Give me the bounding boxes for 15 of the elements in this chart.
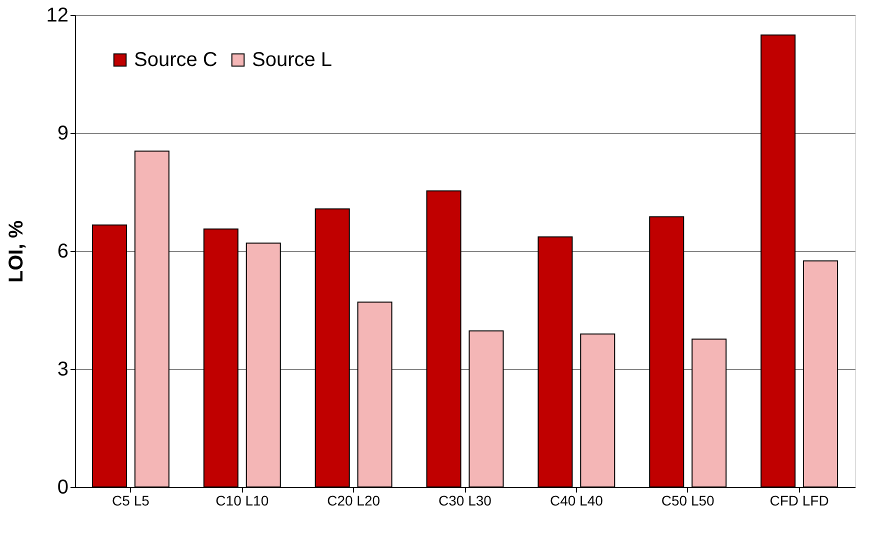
x-tick-label: C30 L30: [438, 492, 492, 508]
legend-label: Source L: [252, 49, 332, 71]
y-axis-title: LOI, %: [5, 220, 28, 283]
x-tick-label: C10 L10: [216, 492, 269, 508]
y-tick-label: 0: [57, 476, 68, 498]
y-tick-label: 9: [57, 122, 68, 144]
legend-label: Source C: [134, 49, 218, 71]
x-tick-label: C20 L20: [327, 492, 380, 508]
y-tick-label: 12: [46, 4, 68, 26]
y-tick-label: 6: [57, 240, 68, 262]
x-tick-label: C50 L50: [661, 492, 715, 508]
x-tick-label: C5 L5: [112, 492, 150, 508]
x-tick-label: C40 L40: [550, 492, 604, 508]
x-tick-label: CFD LFD: [770, 492, 829, 508]
y-tick-label: 3: [57, 358, 68, 380]
